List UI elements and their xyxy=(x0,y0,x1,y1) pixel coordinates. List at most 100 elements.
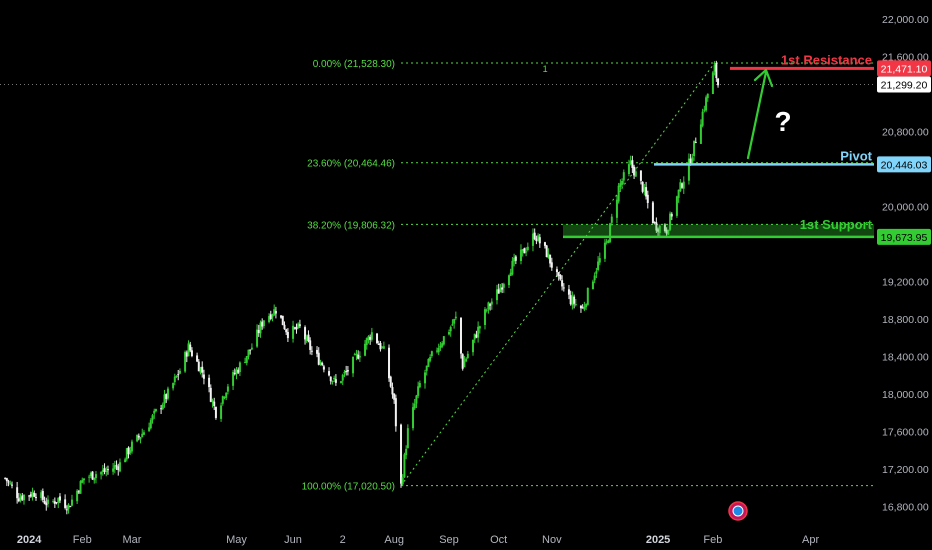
candle-body xyxy=(199,367,202,373)
candle-body xyxy=(297,323,300,328)
candle-body xyxy=(9,483,12,485)
candle-body xyxy=(196,355,199,362)
y-tick-label: 17,600.00 xyxy=(882,426,929,438)
candle-body xyxy=(543,242,546,246)
candle-body xyxy=(658,225,661,234)
candle-body xyxy=(562,287,565,289)
candle-body xyxy=(581,307,584,309)
candle-body xyxy=(41,491,44,500)
candle-body xyxy=(310,350,313,352)
candle-body xyxy=(514,256,517,261)
candle-body xyxy=(715,62,718,78)
candle-body xyxy=(633,166,636,176)
candle-body xyxy=(449,327,452,332)
candle-body xyxy=(340,381,343,383)
candle-body xyxy=(550,262,553,268)
y-tick-label: 20,800.00 xyxy=(882,126,929,138)
candle-body xyxy=(124,459,127,463)
x-tick-label: 2 xyxy=(340,534,346,546)
candle-body xyxy=(175,375,178,378)
candle-body xyxy=(160,408,163,410)
y-tick-label: 21,600.00 xyxy=(882,51,929,63)
candle-body xyxy=(154,409,157,412)
candle-body xyxy=(105,471,108,473)
candle-body xyxy=(10,484,13,486)
candle-body xyxy=(706,93,709,99)
candle-body xyxy=(393,393,396,400)
resistance-price-badge xyxy=(877,60,931,77)
candle-body xyxy=(247,349,250,357)
candle-body xyxy=(675,196,678,216)
candle-body xyxy=(136,434,139,442)
candle-body xyxy=(58,496,61,501)
candle-body xyxy=(353,354,356,356)
candle-body xyxy=(52,500,55,502)
candle-body xyxy=(677,189,680,198)
candle-body xyxy=(161,404,164,410)
candle-body xyxy=(273,309,276,316)
projection-arrowhead-icon xyxy=(753,68,774,88)
candle-body xyxy=(441,343,444,347)
candle-body xyxy=(329,376,332,382)
candle-body xyxy=(53,501,56,504)
y-tick-label: 20,000.00 xyxy=(882,201,929,213)
candle-body xyxy=(100,471,103,475)
candle-body xyxy=(64,499,67,508)
candle-body xyxy=(689,158,692,165)
candle-body xyxy=(424,372,427,384)
candle-body xyxy=(184,351,187,372)
candle-body xyxy=(319,361,322,365)
candle-body xyxy=(478,326,481,329)
candle-body xyxy=(55,502,58,504)
candle-body xyxy=(106,469,109,471)
x-axis[interactable]: 2024 Feb Mar May Jun 2 Aug Sep Oct Nov 2025 Feb Apr xyxy=(17,534,820,546)
candle-body xyxy=(250,347,253,350)
candle-body xyxy=(292,325,295,339)
candle-body xyxy=(232,371,235,386)
candle-body xyxy=(29,494,32,497)
candle-body xyxy=(537,235,540,242)
x-tick-label: Mar xyxy=(122,534,141,546)
event-badge[interactable] xyxy=(728,501,748,521)
candle-body xyxy=(118,462,121,472)
candle-body xyxy=(333,377,336,380)
y-tick-label: 18,800.00 xyxy=(882,314,929,326)
candle-body xyxy=(127,447,130,455)
candle-body xyxy=(187,343,190,357)
candle-body xyxy=(70,499,73,506)
candle-body xyxy=(667,229,670,235)
candle-body xyxy=(298,324,301,327)
candle-body xyxy=(33,493,36,497)
candle-body xyxy=(561,280,564,287)
x-tick-label: Nov xyxy=(542,534,562,546)
candle-body xyxy=(603,242,606,259)
candle-body xyxy=(427,358,430,367)
candle-body xyxy=(221,396,224,404)
fib-level-label: 38.20% (19,806.32) xyxy=(307,220,395,231)
candle-body xyxy=(459,317,462,354)
candle-body xyxy=(76,490,79,502)
candle-body xyxy=(355,353,358,356)
candle-body xyxy=(617,185,620,202)
candle-body xyxy=(665,229,668,234)
candle-body xyxy=(597,261,600,270)
candle-body xyxy=(244,362,247,364)
candle-body xyxy=(466,353,469,358)
candle-body xyxy=(526,246,529,251)
support-price-label: 19,673.95 xyxy=(881,232,928,244)
candle-body xyxy=(465,358,468,362)
candle-body xyxy=(269,314,272,319)
y-axis[interactable]: 16,800.00 17,200.00 17,600.00 18,000.00 18,4… xyxy=(877,14,931,514)
candle-body xyxy=(523,248,526,254)
candle-body xyxy=(579,305,582,309)
candle-body xyxy=(501,287,504,290)
candle-body xyxy=(211,400,214,403)
candle-body xyxy=(437,348,440,353)
candle-body xyxy=(538,237,541,244)
candle-body xyxy=(490,301,493,305)
candle-body xyxy=(569,295,572,305)
candle-body xyxy=(509,272,512,276)
candle-body xyxy=(226,386,229,392)
